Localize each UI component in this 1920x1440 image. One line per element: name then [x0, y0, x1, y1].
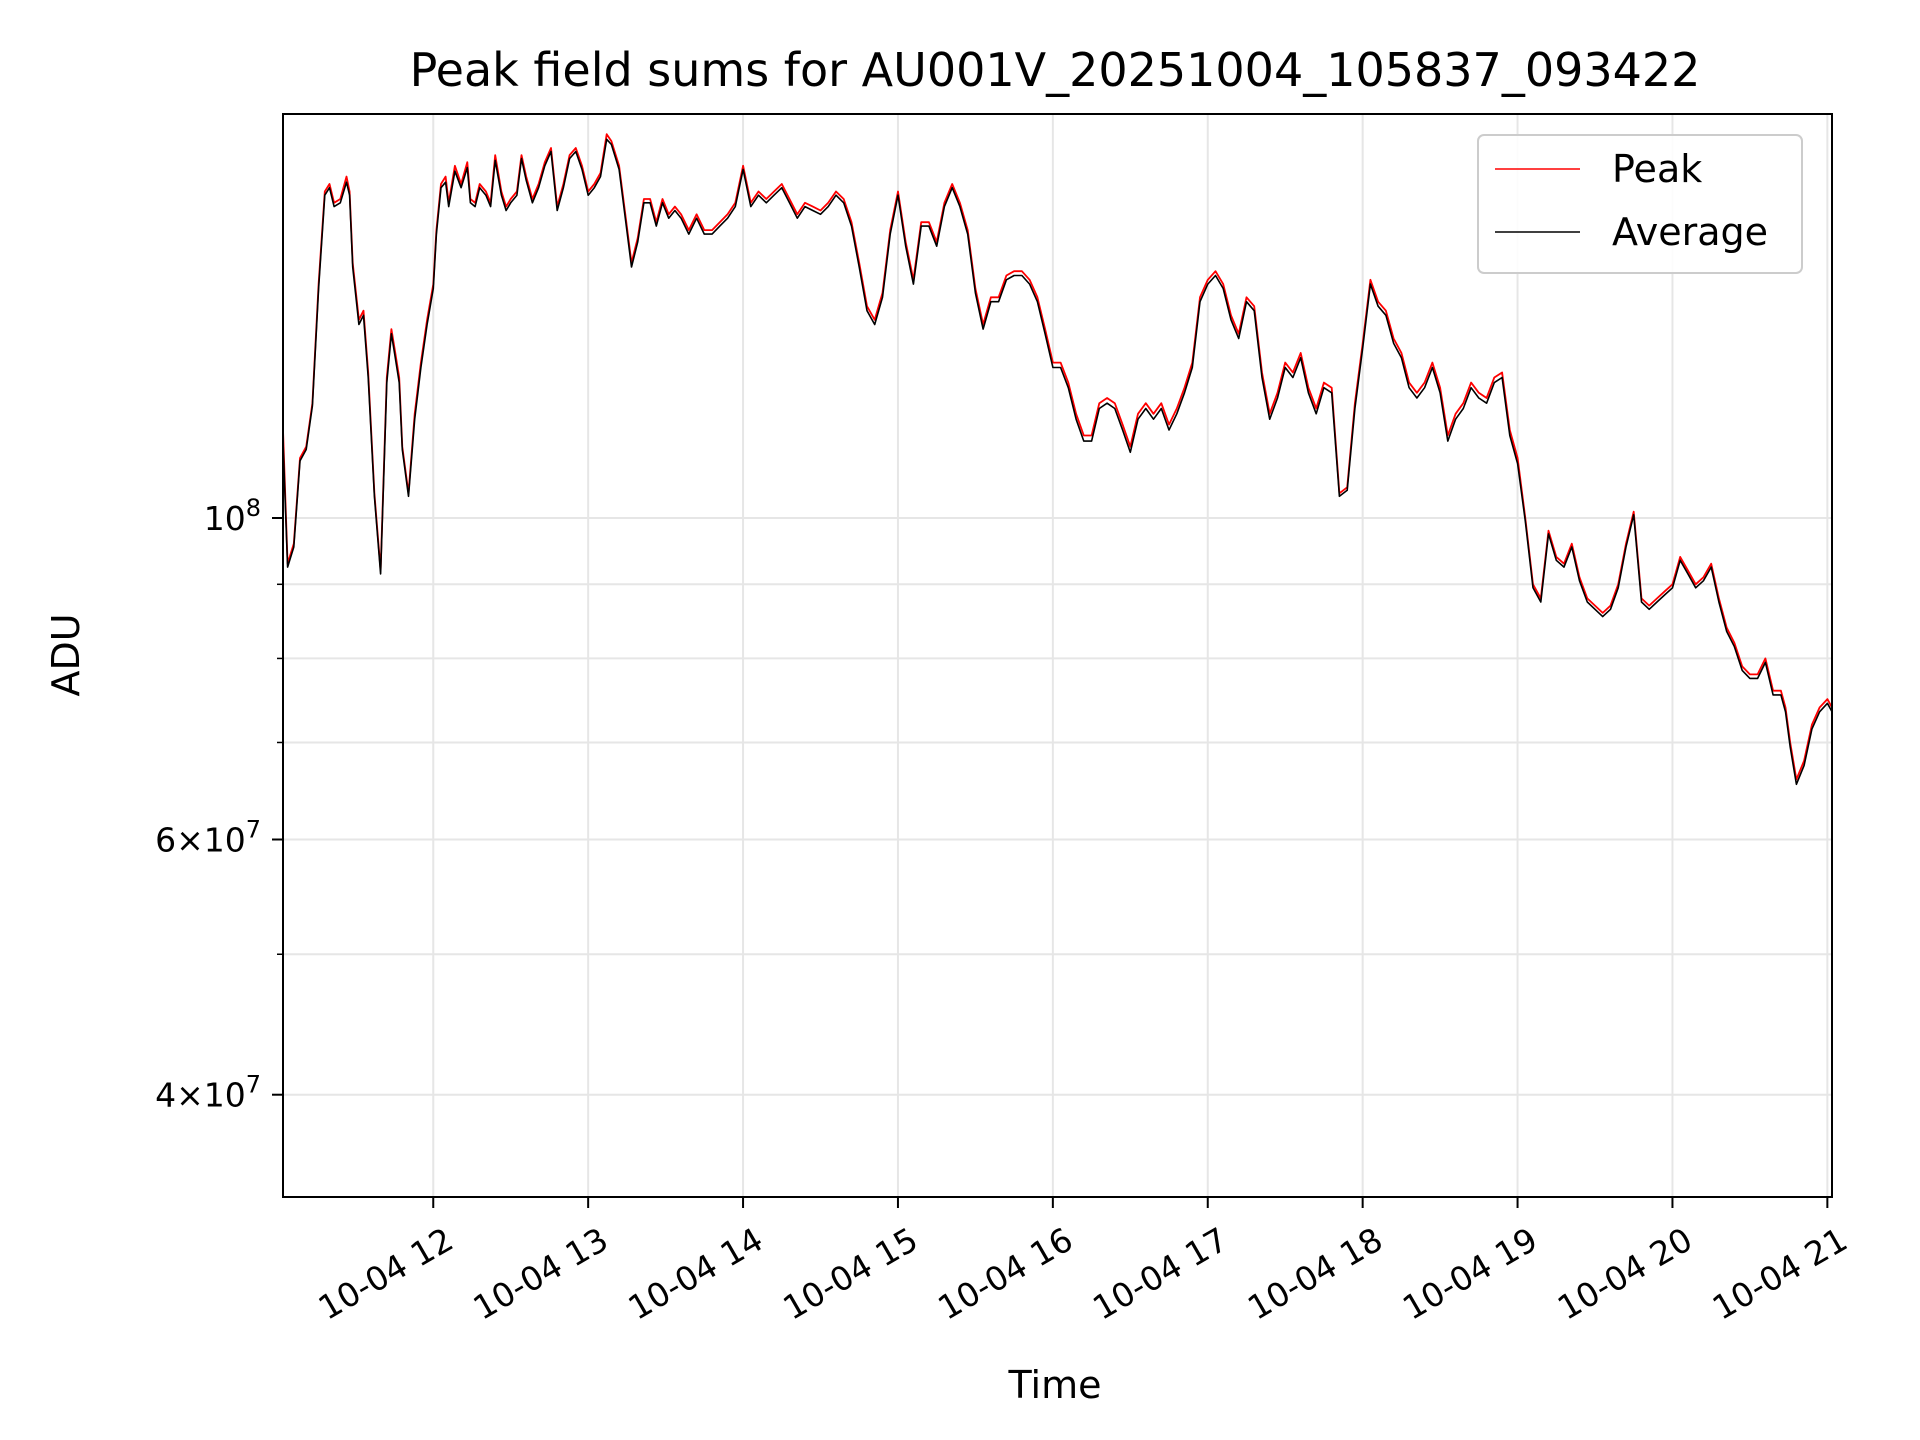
legend-label-average: Average: [1612, 210, 1768, 254]
series-group: [283, 133, 1832, 786]
series-line-average: [283, 138, 1832, 786]
chart-title: Peak field sums for AU001V_20251004_1058…: [410, 43, 1701, 97]
grid: [283, 114, 1832, 1197]
legend: Peak Average: [1477, 134, 1803, 274]
y-tick-label: 4×107: [155, 1071, 261, 1115]
y-tick-label: 6×107: [155, 816, 261, 860]
legend-label-peak: Peak: [1612, 147, 1702, 191]
y-tick-label: 108: [204, 494, 261, 538]
x-axis-title: Time: [1008, 1363, 1102, 1407]
plot-frame: [282, 113, 1833, 1198]
series-line-peak: [283, 133, 1832, 781]
y-axis-title: ADU: [44, 613, 88, 696]
